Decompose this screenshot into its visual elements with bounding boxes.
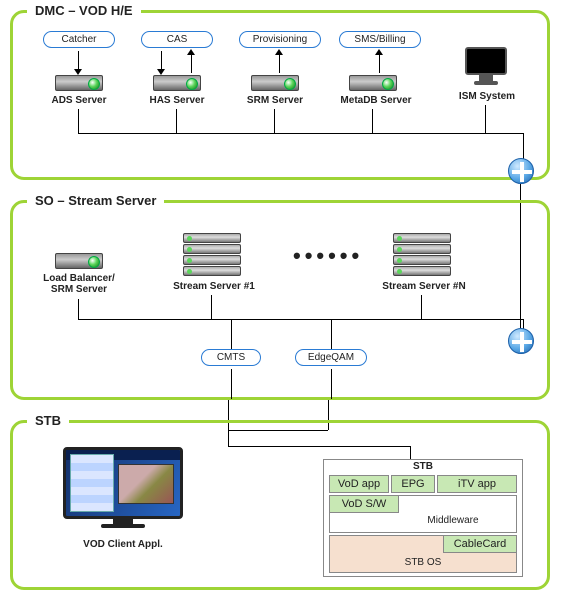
lb-lbl: Load Balancer/ SRM Server (29, 273, 129, 295)
stb-cablecard-lbl: CableCard (454, 538, 507, 550)
pill-cas: CAS (141, 31, 213, 48)
stb-middle-lbl: Middleware (413, 515, 493, 526)
pill-cmts: CMTS (201, 349, 261, 366)
stb-middle (329, 495, 517, 533)
stb-epg: EPG (391, 475, 435, 493)
vod-client-lbl: VOD Client Appl. (63, 539, 183, 550)
ism-monitor-icon (465, 47, 507, 85)
pill-prov: Provisioning (239, 31, 321, 48)
section-dmc: DMC – VOD H/E Catcher CAS Provisioning S… (10, 10, 550, 180)
streamn-lbl: Stream Server #N (369, 281, 479, 292)
stb-epg-lbl: EPG (401, 478, 424, 490)
metadb-server-icon (349, 75, 397, 91)
ads-server-lbl: ADS Server (37, 95, 121, 106)
stb-vodapp: VoD app (329, 475, 389, 493)
stream1-icon (183, 233, 241, 277)
stb-itv-lbl: iTV app (458, 478, 496, 490)
stream1-lbl: Stream Server #1 (159, 281, 269, 292)
pill-edgeqam: EdgeQAM (295, 349, 367, 366)
sec3-title: STB (27, 413, 69, 428)
srm-server-lbl: SRM Server (233, 95, 317, 106)
stb-vodapp-lbl: VoD app (338, 478, 380, 490)
metadb-server-lbl: MetaDB Server (331, 95, 421, 106)
router-2-icon (508, 328, 534, 354)
srm-server-icon (251, 75, 299, 91)
pill-catcher: Catcher (43, 31, 115, 48)
ads-server-icon (55, 75, 103, 91)
router-1-icon (508, 158, 534, 184)
stb-cablecard: CableCard (443, 535, 517, 553)
section-so: SO – Stream Server Load Balancer/ SRM Se… (10, 200, 550, 400)
has-server-icon (153, 75, 201, 91)
pill-sms: SMS/Billing (339, 31, 421, 48)
stb-top-lbl: STB (323, 461, 523, 472)
section-stb: STB VOD Client Appl. STB VoD app EPG iTV… (10, 420, 550, 590)
streamn-icon (393, 233, 451, 277)
has-server-lbl: HAS Server (135, 95, 219, 106)
stb-itv: iTV app (437, 475, 517, 493)
ism-lbl: ISM System (447, 91, 527, 102)
dots: •••••• (293, 243, 363, 269)
tv-icon (63, 447, 183, 528)
sec1-title: DMC – VOD H/E (27, 3, 141, 18)
stb-os-lbl: STB OS (329, 557, 517, 568)
lb-server-icon (55, 253, 103, 269)
sec2-title: SO – Stream Server (27, 193, 164, 208)
